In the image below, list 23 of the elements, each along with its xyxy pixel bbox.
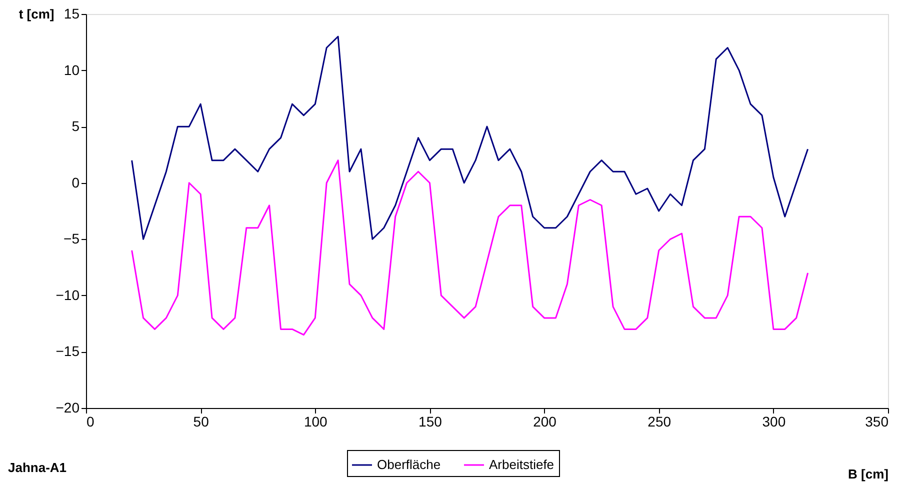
text: Jahna-A1 (8, 460, 67, 475)
legend-label: Arbeitstiefe (489, 457, 554, 472)
y-tick-label: 10 (64, 62, 80, 78)
x-tick-label: 200 (533, 414, 557, 430)
y-tick-label: −15 (56, 343, 80, 360)
x-tick-label: 300 (762, 414, 786, 430)
x-tick-label: 350 (865, 414, 889, 430)
x-tick-label: 250 (648, 414, 672, 430)
x-tick-label: 100 (304, 414, 328, 430)
y-tick-label: −20 (56, 400, 80, 416)
y-tick-label: 5 (72, 118, 80, 134)
y-tick-label: −5 (64, 230, 80, 247)
y-tick-label: 15 (64, 6, 80, 22)
y-tick-label: −10 (56, 286, 80, 303)
x-tick-label: 150 (418, 414, 442, 430)
x-axis-title: B [cm] (848, 466, 888, 482)
y-tick-label: 0 (72, 174, 80, 190)
legend-label: Oberfläche (377, 457, 441, 472)
y-axis-title: t [cm] (18, 6, 54, 22)
line-series (131, 36, 809, 240)
x-tick-label: 0 (86, 414, 94, 430)
line-series (131, 160, 809, 336)
x-tick-label: 50 (193, 414, 210, 430)
